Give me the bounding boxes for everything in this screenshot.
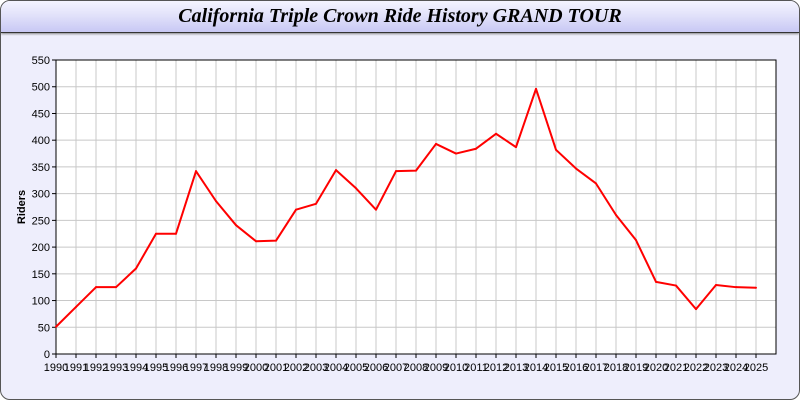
data-point bbox=[215, 200, 217, 203]
x-tick-label: 1994 bbox=[124, 362, 148, 374]
y-axis-label: Riders bbox=[16, 190, 28, 224]
x-tick-label: 2018 bbox=[604, 362, 628, 374]
x-tick-label: 2007 bbox=[384, 362, 408, 374]
x-tick-label: 2010 bbox=[444, 362, 468, 374]
y-tick-label: 200 bbox=[32, 242, 50, 254]
y-tick-label: 300 bbox=[32, 189, 50, 201]
x-tick-label: 2003 bbox=[304, 362, 328, 374]
data-point bbox=[575, 167, 577, 170]
data-point bbox=[95, 286, 97, 289]
data-point bbox=[595, 182, 597, 185]
x-tick-label: 2023 bbox=[704, 362, 728, 374]
x-tick-label: 2015 bbox=[544, 362, 568, 374]
x-tick-label: 2021 bbox=[664, 362, 688, 374]
y-tick-label: 100 bbox=[32, 296, 50, 308]
data-point bbox=[235, 224, 237, 227]
chart-title: California Triple Crown Ride History GRA… bbox=[178, 5, 622, 27]
x-tick-label: 2012 bbox=[484, 362, 508, 374]
x-tick-label: 2020 bbox=[644, 362, 668, 374]
data-point bbox=[415, 169, 417, 172]
x-tick-label: 2000 bbox=[244, 362, 268, 374]
x-tick-label: 1992 bbox=[84, 362, 108, 374]
x-tick-label: 2002 bbox=[284, 362, 308, 374]
x-tick-label: 2017 bbox=[584, 362, 608, 374]
y-tick-label: 150 bbox=[32, 269, 50, 281]
x-tick-label: 1998 bbox=[204, 362, 228, 374]
data-point bbox=[655, 280, 657, 283]
y-tick-label: 450 bbox=[32, 108, 50, 120]
data-point bbox=[195, 170, 197, 173]
data-point bbox=[435, 142, 437, 145]
data-point bbox=[135, 267, 137, 270]
data-point bbox=[155, 232, 157, 235]
x-tick-label: 2009 bbox=[424, 362, 448, 374]
data-point bbox=[255, 240, 257, 243]
data-point bbox=[295, 208, 297, 211]
data-point bbox=[695, 308, 697, 311]
data-point bbox=[375, 208, 377, 211]
data-point bbox=[315, 202, 317, 205]
x-tick-label: 2019 bbox=[624, 362, 648, 374]
data-point bbox=[715, 284, 717, 287]
x-tick-label: 2004 bbox=[324, 362, 348, 374]
data-point bbox=[755, 286, 757, 289]
x-tick-label: 1990 bbox=[44, 362, 68, 374]
x-tick-label: 2013 bbox=[504, 362, 528, 374]
x-tick-label: 1995 bbox=[144, 362, 168, 374]
data-point bbox=[635, 239, 637, 242]
x-tick-label: 2022 bbox=[684, 362, 708, 374]
data-point bbox=[515, 146, 517, 149]
data-point bbox=[675, 284, 677, 287]
data-point bbox=[475, 147, 477, 150]
y-tick-label: 250 bbox=[32, 215, 50, 227]
y-tick-label: 400 bbox=[32, 135, 50, 147]
x-tick-label: 2008 bbox=[404, 362, 428, 374]
data-point bbox=[115, 286, 117, 289]
x-tick-label: 1996 bbox=[164, 362, 188, 374]
x-tick-label: 1997 bbox=[184, 362, 208, 374]
data-point bbox=[455, 152, 457, 155]
x-tick-label: 2024 bbox=[724, 362, 748, 374]
title-bar: California Triple Crown Ride History GRA… bbox=[1, 1, 799, 33]
data-point bbox=[275, 239, 277, 242]
data-point bbox=[75, 305, 77, 308]
plot-border bbox=[55, 59, 777, 355]
x-tick-label: 2005 bbox=[344, 362, 368, 374]
data-point bbox=[395, 170, 397, 173]
y-tick-label: 550 bbox=[32, 55, 50, 67]
x-tick-label: 2016 bbox=[564, 362, 588, 374]
x-tick-label: 2006 bbox=[364, 362, 388, 374]
data-point bbox=[355, 187, 357, 190]
riders-line bbox=[55, 87, 757, 328]
x-tick-label: 2014 bbox=[524, 362, 548, 374]
y-tick-label: 500 bbox=[32, 82, 50, 94]
data-point bbox=[555, 148, 557, 151]
x-tick-label: 1999 bbox=[224, 362, 248, 374]
x-tick-label: 2025 bbox=[744, 362, 768, 374]
x-tick-label: 2001 bbox=[264, 362, 288, 374]
data-point bbox=[335, 169, 337, 172]
data-point bbox=[175, 232, 177, 235]
data-point bbox=[495, 132, 497, 135]
y-tick-label: 50 bbox=[38, 322, 50, 334]
x-tick-label: 1993 bbox=[104, 362, 128, 374]
y-tick-label: 350 bbox=[32, 162, 50, 174]
x-tick-label: 1991 bbox=[64, 362, 88, 374]
data-point bbox=[55, 325, 57, 328]
y-tick-label: 0 bbox=[44, 349, 50, 361]
data-point bbox=[535, 87, 537, 90]
data-point bbox=[735, 286, 737, 289]
x-tick-label: 2011 bbox=[464, 362, 488, 374]
data-point bbox=[615, 214, 617, 217]
